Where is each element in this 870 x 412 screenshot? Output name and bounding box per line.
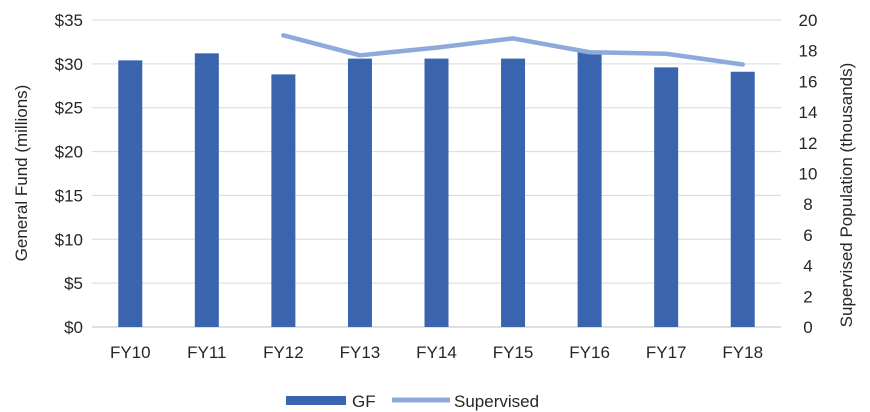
bar-series-gf <box>118 52 755 328</box>
right-tick-label: 16 <box>799 72 818 91</box>
right-tick-label: 20 <box>799 11 818 30</box>
x-tick-label: FY18 <box>722 343 763 362</box>
bar-gf <box>347 58 372 327</box>
right-tick-label: 4 <box>803 257 812 276</box>
legend-swatch-gf <box>286 396 346 405</box>
bar-gf <box>424 58 449 327</box>
legend-label-supervised: Supervised <box>454 392 539 411</box>
x-tick-label: FY16 <box>569 343 610 362</box>
right-axis-ticks: 0 2 4 6 8 10 12 14 16 18 20 <box>799 11 818 337</box>
bar-gf <box>271 74 296 327</box>
left-tick-label: $20 <box>55 143 83 162</box>
legend-label-gf: GF <box>352 392 376 411</box>
left-tick-label: $5 <box>64 274 83 293</box>
right-axis-label: Supervised Population (thousands) <box>837 63 856 328</box>
x-tick-label: FY10 <box>110 343 151 362</box>
x-tick-label: FY12 <box>263 343 304 362</box>
left-axis-label: General Fund (millions) <box>12 85 31 262</box>
x-tick-label: FY11 <box>187 343 226 362</box>
bar-gf <box>194 53 219 328</box>
x-tick-label: FY15 <box>493 343 534 362</box>
right-tick-label: 10 <box>799 165 818 184</box>
bar-gf <box>501 58 526 327</box>
legend: GF Supervised <box>286 392 539 411</box>
right-tick-label: 18 <box>799 42 818 61</box>
right-tick-label: 12 <box>799 134 818 153</box>
left-axis-ticks: $0 $5 $10 $15 $20 $25 $30 $35 <box>55 11 83 337</box>
right-tick-label: 2 <box>803 287 812 306</box>
left-tick-label: $30 <box>55 55 83 74</box>
right-tick-label: 8 <box>803 195 812 214</box>
right-tick-label: 6 <box>803 226 812 245</box>
bar-gf <box>654 67 679 327</box>
left-tick-label: $25 <box>55 99 83 118</box>
right-tick-label: 14 <box>799 103 818 122</box>
bar-gf <box>730 71 755 327</box>
bar-gf <box>118 60 143 327</box>
left-tick-label: $0 <box>64 318 83 337</box>
left-tick-label: $10 <box>55 230 83 249</box>
left-tick-label: $15 <box>55 186 83 205</box>
x-tick-label: FY14 <box>416 343 457 362</box>
x-tick-label: FY17 <box>646 343 687 362</box>
right-tick-label: 0 <box>803 318 812 337</box>
x-tick-label: FY13 <box>340 343 381 362</box>
left-tick-label: $35 <box>55 11 83 30</box>
line-series-supervised <box>281 33 745 67</box>
x-axis-ticks: FY10 FY11 FY12 FY13 FY14 FY15 FY16 FY17 FY18 <box>110 343 763 362</box>
bar-gf <box>577 52 602 327</box>
